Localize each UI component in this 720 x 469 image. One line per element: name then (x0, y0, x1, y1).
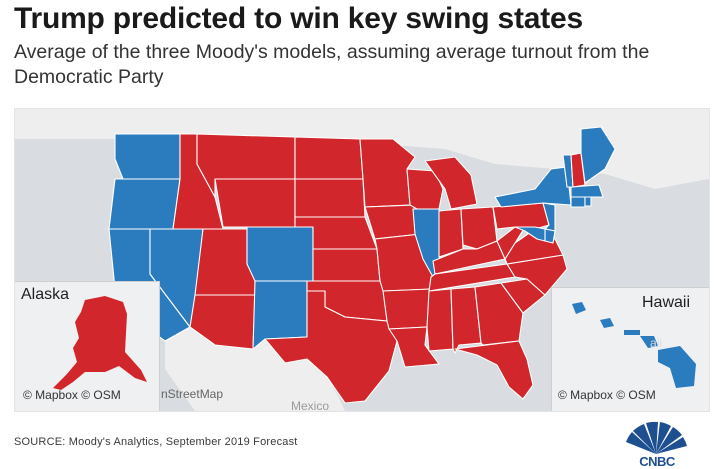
state-new-hampshire (570, 152, 586, 188)
state-south-dakota (294, 178, 366, 218)
basemap-osm-fragment: nStreetMap (161, 387, 224, 401)
state-alaska (53, 296, 147, 390)
state-utah (194, 228, 256, 296)
state-west-virginia (496, 226, 526, 260)
hawaii-faint-label: aii (650, 336, 663, 350)
alaska-credit: © Mapbox © OSM (23, 388, 121, 402)
cnbc-logo: CNBC (616, 418, 696, 469)
map-canvas (15, 109, 709, 411)
hawaii-big-island (658, 346, 696, 388)
alaska-title: Alaska (21, 286, 70, 303)
hawaii-maui (640, 336, 658, 348)
hawaii-kauai (572, 302, 586, 314)
us-election-map[interactable]: nStreetMap Mexico Alaska © Mapbox © OSM … (14, 108, 710, 412)
state-rhode-island (584, 196, 592, 207)
hawaii-molokai (624, 330, 640, 335)
hawaii-credit: © Mapbox © OSM (558, 388, 656, 402)
state-oregon (108, 178, 181, 230)
basemap-mexico-label: Mexico (291, 399, 330, 412)
state-maine (580, 126, 616, 184)
peacock-icon (626, 421, 687, 454)
hawaii-inset[interactable]: Hawaii aii © Mapbox © OSM (551, 287, 709, 411)
state-arizona (189, 294, 256, 350)
state-michigan (424, 156, 478, 210)
state-texas (264, 290, 398, 404)
state-maryland (514, 226, 546, 242)
source-note: SOURCE: Moody's Analytics, September 201… (14, 436, 298, 448)
state-indiana (438, 208, 464, 258)
state-north-dakota (294, 136, 364, 180)
state-mississippi (426, 288, 454, 352)
state-delaware (544, 228, 556, 244)
state-wyoming (214, 178, 296, 228)
hawaii-oahu (600, 318, 614, 328)
state-new-york (494, 166, 572, 208)
state-washington (114, 133, 181, 180)
state-florida (454, 340, 534, 400)
hawaii-shape (572, 302, 696, 388)
chart-subtitle: Average of the three Moody's models, ass… (14, 41, 650, 88)
state-colorado (246, 226, 314, 282)
state-massachusetts (570, 184, 604, 198)
state-connecticut (570, 196, 586, 208)
cnbc-wordmark: CNBC (639, 454, 675, 469)
state-kansas (312, 248, 381, 282)
hawaii-title: Hawaii (642, 294, 691, 311)
alaska-shape (53, 296, 147, 390)
state-minnesota (359, 138, 416, 208)
chart-title: Trump predicted to win key swing states (14, 2, 583, 35)
state-arkansas (382, 288, 432, 330)
alaska-inset[interactable]: Alaska © Mapbox © OSM (15, 281, 160, 411)
canada-land (15, 109, 709, 189)
